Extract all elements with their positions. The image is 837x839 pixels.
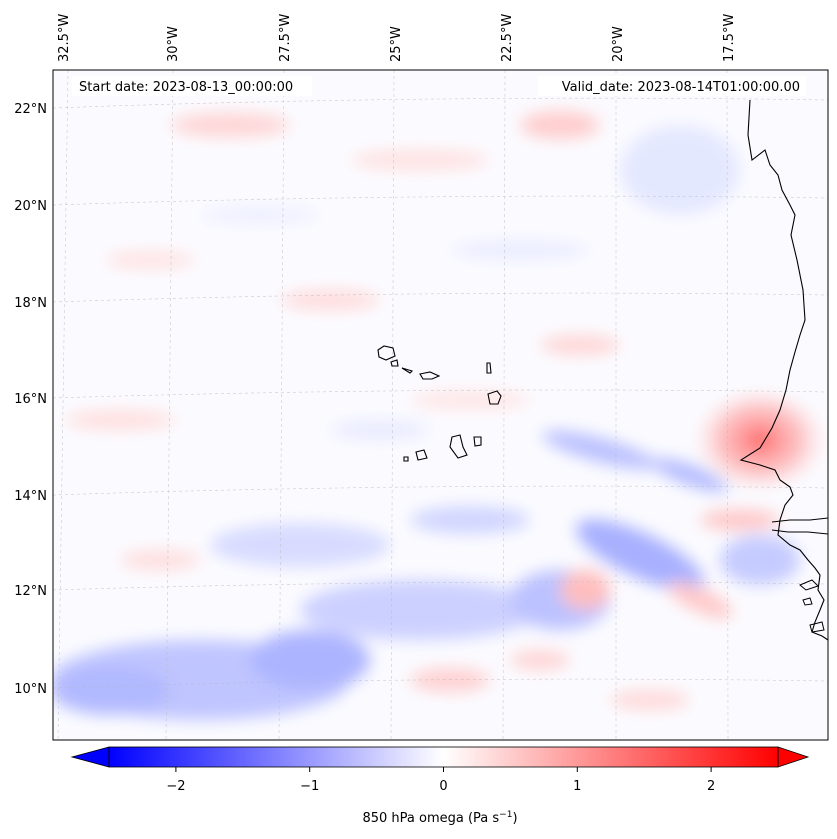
latitude-label: 10°N — [14, 682, 47, 697]
latitude-labels: 22°N 20°N 18°N 16°N 14°N 12°N 10°N — [14, 102, 47, 697]
latitude-label: 18°N — [14, 296, 47, 311]
longitude-label: 22.5°W — [500, 14, 515, 62]
latitude-label: 12°N — [14, 584, 47, 599]
colorbar-gradient — [109, 747, 778, 767]
longitude-label: 30°W — [166, 26, 181, 62]
colorbar-tick-label: −2 — [166, 779, 185, 794]
colorbar-extend-min — [70, 746, 110, 768]
valid-date-box — [538, 76, 806, 96]
map-frame — [52, 69, 829, 741]
colorbar-tick-label: 1 — [573, 779, 581, 794]
coastline — [739, 99, 829, 641]
cape-verde-islands — [377, 345, 502, 462]
longitude-label: 17.5°W — [722, 14, 737, 62]
longitude-labels: 32.5°W 30°W 27.5°W 25°W 22.5°W 20°W 17.5°W — [57, 14, 737, 62]
longitude-label: 20°W — [611, 26, 626, 62]
longitude-label: 32.5°W — [57, 14, 72, 62]
colorbar-label: 850 hPa omega (Pa s−1) — [362, 810, 517, 826]
colorbar-tick-label: 2 — [707, 779, 715, 794]
start-date-box — [72, 76, 312, 96]
omega-field — [53, 70, 828, 740]
latitude-label: 16°N — [14, 392, 47, 407]
colorbar: −2 −1 0 1 2 850 hPa omega (Pa s−1) — [70, 746, 810, 826]
longitude-label: 25°W — [389, 26, 404, 62]
latitude-label: 22°N — [14, 102, 47, 117]
colorbar-ticks: −2 −1 0 1 2 — [166, 767, 715, 794]
longitude-label: 27.5°W — [278, 14, 293, 62]
latitude-label: 14°N — [14, 489, 47, 504]
latitude-label: 20°N — [14, 199, 47, 214]
colorbar-extend-max — [777, 746, 810, 768]
gambia-coast — [771, 517, 829, 535]
start-date-text: Start date: 2023-08-13_00:00:00 — [79, 80, 293, 95]
bissagos-islands — [799, 579, 825, 633]
graticule — [52, 69, 829, 741]
colorbar-tick-label: −1 — [300, 779, 319, 794]
valid-date-text: Valid_date: 2023-08-14T01:00:00.00 — [562, 80, 800, 95]
colorbar-tick-label: 0 — [439, 779, 447, 794]
